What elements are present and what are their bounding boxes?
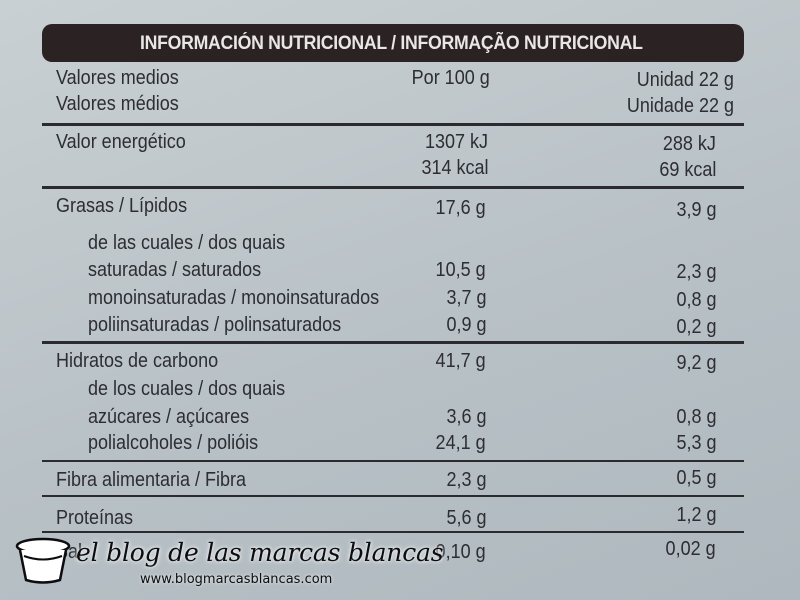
energy-kcal-unit: 69 kcal bbox=[658, 159, 716, 181]
fibre-label: Fibra alimentaria / Fibra bbox=[56, 469, 247, 491]
fat-of-which: de las cuales / dos quais bbox=[88, 232, 286, 254]
fat-unit: 3,9 g bbox=[675, 199, 716, 221]
carbs-per100: 41,7 g bbox=[435, 350, 486, 372]
divider bbox=[42, 460, 744, 462]
mono-label: monoinsaturadas / monoinsaturados bbox=[88, 287, 380, 309]
divider bbox=[42, 531, 744, 533]
divider bbox=[42, 495, 744, 497]
fat-label: Grasas / Lípidos bbox=[56, 195, 188, 217]
sugars-unit: 0,8 g bbox=[675, 406, 716, 428]
energy-label: Valor energético bbox=[56, 131, 186, 153]
salt-unit: 0,02 g bbox=[665, 538, 716, 560]
poly-per100: 0,9 g bbox=[445, 314, 486, 336]
energy-kj-per100: 1307 kJ bbox=[424, 131, 488, 153]
column-unit-es: Unidad 22 g bbox=[636, 69, 734, 91]
sugars-per100: 3,6 g bbox=[445, 406, 486, 428]
divider bbox=[42, 186, 744, 189]
column-unit-pt: Unidade 22 g bbox=[626, 95, 734, 117]
fibre-unit: 0,5 g bbox=[675, 467, 716, 489]
watermark-title: el blog de las marcas blancas bbox=[76, 538, 444, 567]
protein-label: Proteínas bbox=[56, 507, 134, 529]
nutrition-header-bar bbox=[42, 24, 744, 62]
salt-per100: 0,10 g bbox=[435, 541, 486, 563]
fat-per100: 17,6 g bbox=[435, 197, 486, 219]
energy-kj-unit: 288 kJ bbox=[662, 133, 716, 155]
yogurt-cup-logo-icon bbox=[15, 537, 71, 584]
poly-label: poliinsaturadas / polinsaturados bbox=[88, 314, 342, 336]
protein-unit: 1,2 g bbox=[675, 504, 716, 526]
polyols-unit: 5,3 g bbox=[675, 432, 716, 454]
carbs-label: Hidratos de carbono bbox=[56, 350, 219, 372]
column-label-pt: Valores médios bbox=[56, 93, 179, 115]
polyols-per100: 24,1 g bbox=[435, 432, 486, 454]
saturated-per100: 10,5 g bbox=[435, 259, 486, 281]
sugars-label: azúcares / açúcares bbox=[88, 406, 250, 428]
saturated-unit: 2,3 g bbox=[675, 261, 716, 283]
carbs-of-which: de los cuales / dos quais bbox=[88, 378, 286, 400]
saturated-label: saturadas / saturados bbox=[88, 259, 262, 281]
protein-per100: 5,6 g bbox=[445, 507, 486, 529]
column-label-es: Valores medios bbox=[56, 67, 179, 89]
watermark-url: www.blogmarcasblancas.com bbox=[140, 572, 333, 587]
poly-unit: 0,2 g bbox=[675, 316, 716, 338]
divider bbox=[42, 123, 744, 126]
divider bbox=[42, 341, 744, 344]
polyols-label: polialcoholes / polióis bbox=[88, 432, 259, 454]
fibre-per100: 2,3 g bbox=[445, 469, 486, 491]
mono-unit: 0,8 g bbox=[675, 289, 716, 311]
energy-kcal-per100: 314 kcal bbox=[420, 157, 488, 179]
carbs-unit: 9,2 g bbox=[675, 352, 716, 374]
nutrition-title: INFORMACIÓN NUTRICIONAL / INFORMAÇÃO NUT… bbox=[140, 33, 643, 54]
mono-per100: 3,7 g bbox=[445, 287, 486, 309]
column-per100: Por 100 g bbox=[411, 67, 490, 89]
